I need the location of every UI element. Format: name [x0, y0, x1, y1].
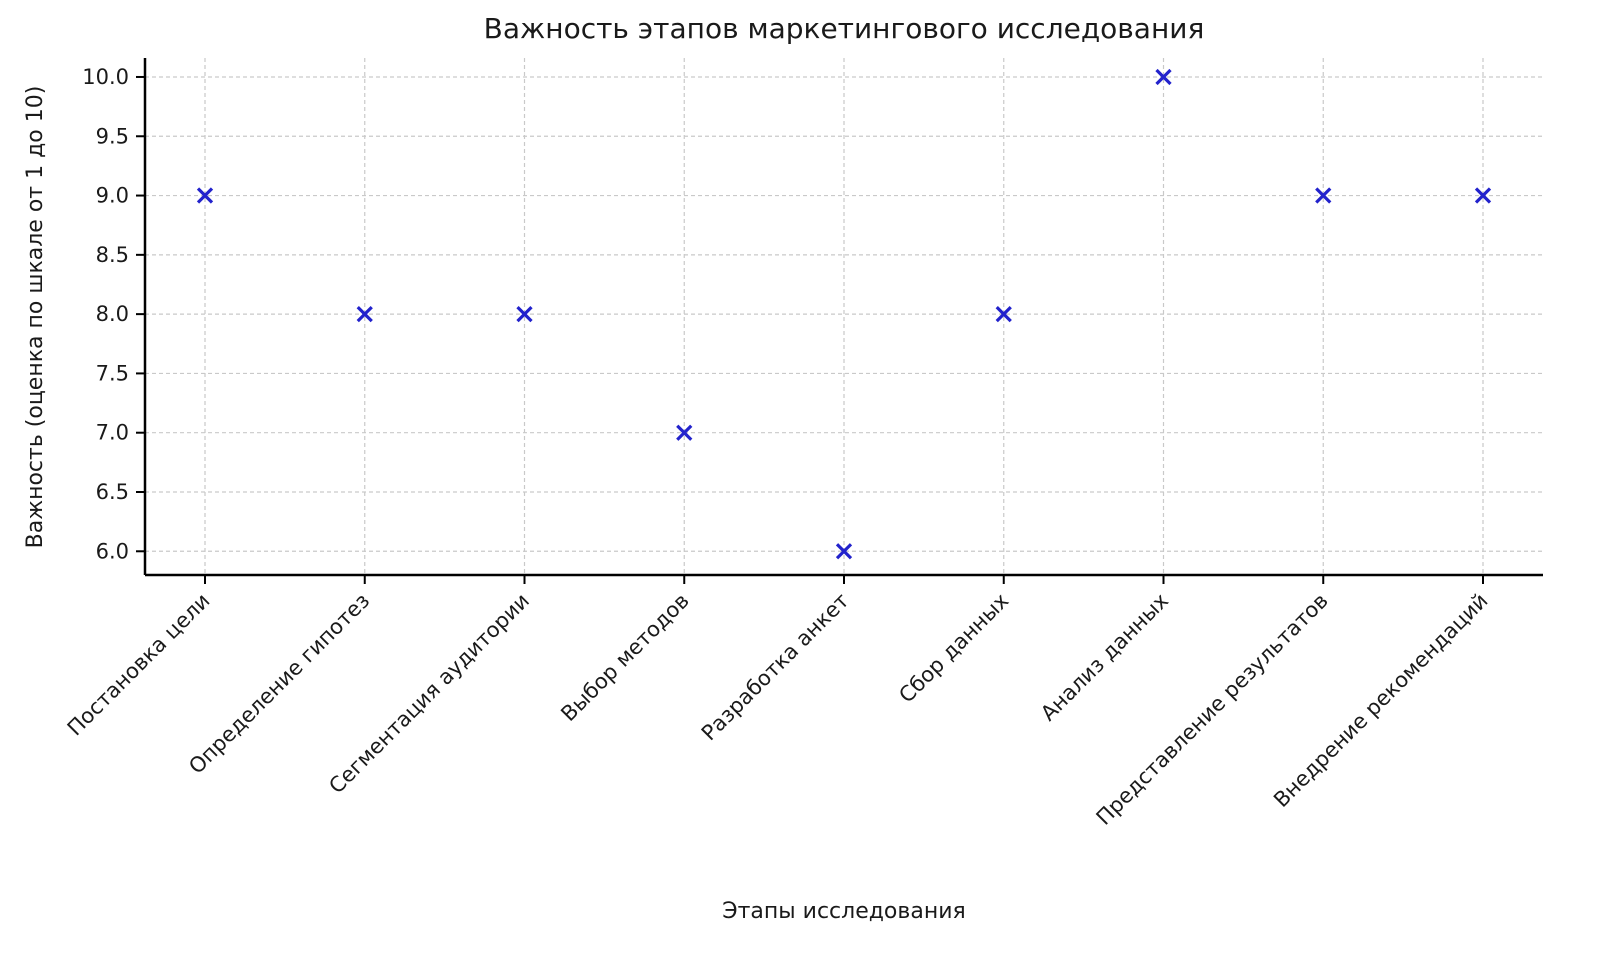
y-tick-label: 10.0: [82, 65, 129, 89]
x-tick-label: Определение гипотез: [184, 589, 374, 779]
data-marker: [1155, 68, 1172, 86]
data-marker: [1315, 187, 1332, 204]
x-tick-label: Разработка анкет: [697, 589, 854, 746]
y-tick-label: 6.0: [96, 539, 129, 563]
data-marker: [516, 305, 533, 323]
y-axis-label: Важность (оценка по шкале от 1 до 10): [23, 86, 48, 549]
y-tick-label: 7.0: [96, 421, 129, 445]
x-tick-label: Анализ данных: [1036, 589, 1173, 726]
y-tick-label: 8.0: [96, 302, 129, 326]
x-tick-label: Постановка цели: [63, 589, 215, 741]
y-tick-label: 9.5: [96, 124, 129, 148]
y-tick-label: 8.5: [96, 243, 129, 267]
x-tick-label: Сбор данных: [894, 589, 1013, 708]
data-marker: [835, 543, 853, 560]
data-marker: [356, 305, 373, 323]
y-tick-label: 6.5: [96, 480, 129, 504]
data-marker: [1474, 187, 1492, 204]
data-marker: [196, 187, 214, 204]
y-tick-label: 7.5: [96, 361, 129, 385]
y-tick-label: 9.0: [96, 184, 129, 208]
x-axis-label: Этапы исследования: [722, 899, 966, 924]
chart-title: Важность этапов маркетингового исследова…: [484, 12, 1205, 45]
data-marker: [676, 424, 693, 441]
x-tick-label: Выбор методов: [556, 589, 693, 726]
data-marker: [995, 305, 1012, 323]
